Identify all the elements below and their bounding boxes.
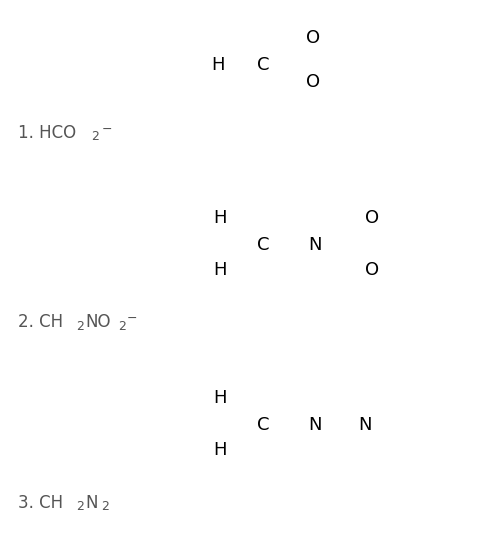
Text: N: N bbox=[308, 236, 322, 254]
Text: 2: 2 bbox=[118, 320, 126, 333]
Text: 2. CH: 2. CH bbox=[18, 313, 63, 331]
Text: NO: NO bbox=[85, 313, 111, 331]
Text: C: C bbox=[257, 236, 269, 254]
Text: H: H bbox=[213, 441, 227, 459]
Text: C: C bbox=[257, 56, 269, 74]
Text: N: N bbox=[308, 416, 322, 434]
Text: O: O bbox=[306, 73, 320, 91]
Text: 2: 2 bbox=[76, 501, 84, 514]
Text: 2: 2 bbox=[76, 320, 84, 333]
Text: −: − bbox=[102, 123, 113, 135]
Text: H: H bbox=[213, 389, 227, 407]
Text: N: N bbox=[358, 416, 372, 434]
Text: 3. CH: 3. CH bbox=[18, 494, 63, 512]
Text: O: O bbox=[306, 29, 320, 47]
Text: 2: 2 bbox=[91, 130, 99, 144]
Text: O: O bbox=[365, 261, 379, 279]
Text: O: O bbox=[365, 209, 379, 227]
Text: H: H bbox=[213, 261, 227, 279]
Text: 1. HCO: 1. HCO bbox=[18, 124, 76, 142]
Text: H: H bbox=[213, 209, 227, 227]
Text: N: N bbox=[85, 494, 98, 512]
Text: −: − bbox=[127, 311, 138, 325]
Text: C: C bbox=[257, 416, 269, 434]
Text: 2: 2 bbox=[101, 501, 109, 514]
Text: H: H bbox=[211, 56, 225, 74]
